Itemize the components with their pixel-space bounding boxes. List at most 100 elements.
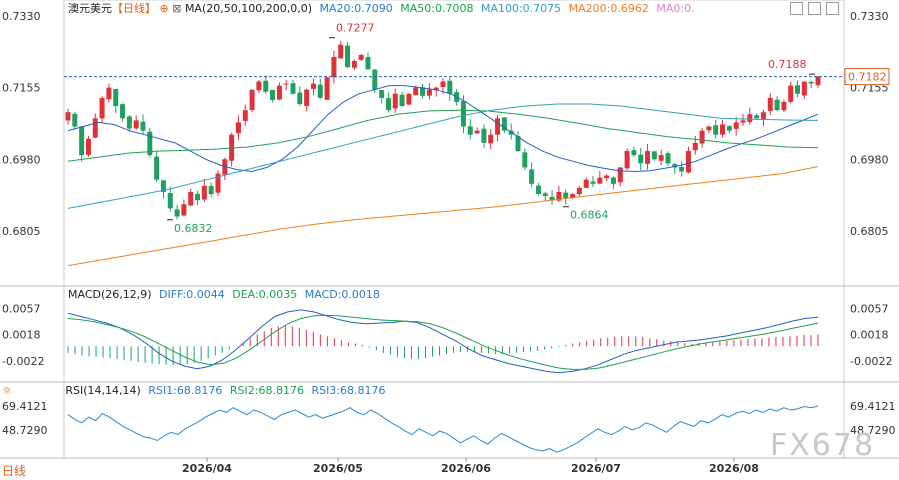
x-tick-label: 2026/08 xyxy=(709,462,759,475)
candle-body xyxy=(501,117,507,131)
candle-body xyxy=(808,81,814,84)
extreme-label: 0.6864 xyxy=(570,209,609,222)
candle-body xyxy=(495,118,501,135)
symbol-name: 澳元美元 xyxy=(68,2,112,15)
candle-body xyxy=(515,136,521,152)
candle-body xyxy=(645,151,651,164)
rsi-y-tick-right: 69.4121 xyxy=(850,400,896,413)
candle-body xyxy=(310,83,316,89)
extreme-label: 0.6832 xyxy=(174,222,213,235)
candle-body xyxy=(406,93,412,105)
rsi2-value: RSI2:68.8176 xyxy=(229,384,304,397)
macd-label: MACD(26,12,9) xyxy=(68,288,152,301)
candle-body xyxy=(801,81,807,96)
candle-body xyxy=(399,94,405,107)
candle-body xyxy=(99,97,105,119)
candle-body xyxy=(304,89,310,106)
main-chart-legend: 澳元美元【日线】 ⊕ ⊠ MA(20,50,100,200,0,0) MA20:… xyxy=(68,2,695,16)
macd-y-tick-left: 0.0057 xyxy=(2,303,41,316)
candle-body xyxy=(345,45,351,68)
macd-y-tick-left: -0.0022 xyxy=(2,355,44,368)
candle-body xyxy=(385,98,391,111)
candle-body xyxy=(188,191,194,206)
candle-body xyxy=(235,122,241,134)
ma-settings-icon[interactable]: ⊠ xyxy=(172,2,182,15)
candle-body xyxy=(426,89,432,96)
y-tick-right: 0.6980 xyxy=(850,153,889,166)
y-tick-right: 0.7330 xyxy=(850,10,889,23)
candle-body xyxy=(815,76,821,86)
candle-body xyxy=(788,85,794,102)
period-label: 【日线】 xyxy=(112,2,156,15)
candle-body xyxy=(570,194,576,198)
candle-body xyxy=(351,61,357,68)
candle-body xyxy=(113,88,119,107)
candle-body xyxy=(685,151,691,173)
rsi-legend: ☼ RSI(14,14,14) RSI1:68.8176 RSI2:68.817… xyxy=(2,384,386,398)
candle-body xyxy=(331,56,337,78)
period-button[interactable]: 日线 xyxy=(2,464,27,478)
y-tick-left: 0.6805 xyxy=(2,225,41,238)
candle-body xyxy=(760,112,766,119)
candle-body xyxy=(447,80,453,94)
y-tick-left: 0.6980 xyxy=(2,153,41,166)
dea-value: DEA:0.0035 xyxy=(232,288,298,301)
candle-body xyxy=(324,77,330,100)
candle-body xyxy=(767,97,773,111)
candle-body xyxy=(658,155,664,161)
candle-body xyxy=(604,175,610,179)
candle-body xyxy=(297,92,303,105)
extreme-label: 0.7188 xyxy=(768,58,807,71)
candle-body xyxy=(440,81,446,87)
rsi-settings-icon[interactable]: ☼ xyxy=(2,384,12,397)
candle-body xyxy=(781,101,787,111)
add-indicator-icon[interactable] xyxy=(790,2,803,15)
candle-body xyxy=(679,166,685,172)
candle-body xyxy=(488,134,494,144)
candle-body xyxy=(467,126,473,135)
candle-body xyxy=(317,84,323,98)
settings-icon[interactable] xyxy=(808,2,821,15)
candle-body xyxy=(140,121,146,131)
macd-line-diff xyxy=(67,309,819,374)
candle-body xyxy=(174,209,180,217)
maximize-icon[interactable] xyxy=(826,2,839,15)
current-price-tag xyxy=(844,68,890,86)
candle-body xyxy=(276,85,282,100)
macd-y-tick-left: 0.0018 xyxy=(2,328,41,341)
candle-body xyxy=(726,126,732,131)
rsi-y-tick-left: 69.4121 xyxy=(2,400,48,413)
candle-body xyxy=(256,81,262,91)
candle-body xyxy=(706,126,712,131)
x-tick-label: 2026/04 xyxy=(182,462,232,475)
candle-body xyxy=(201,185,207,200)
candle-body xyxy=(651,151,657,160)
candle-body xyxy=(379,90,385,98)
candle-body xyxy=(147,131,153,156)
candle-body xyxy=(692,142,698,151)
candle-body xyxy=(167,193,173,209)
candle-body xyxy=(420,87,426,96)
extreme-label: 0.7277 xyxy=(336,22,375,35)
candle-body xyxy=(270,89,276,100)
candle-body xyxy=(624,151,630,169)
ma20-value: MA20:0.7090 xyxy=(319,2,393,15)
candle-body xyxy=(126,116,132,129)
candle-body xyxy=(263,80,269,92)
candle-body xyxy=(154,156,160,180)
rsi-y-tick-right: 48.7290 xyxy=(850,424,896,437)
candle-body xyxy=(372,69,378,90)
candle-body xyxy=(638,154,644,164)
candle-body xyxy=(699,130,705,144)
candle-body xyxy=(242,110,248,121)
x-tick-label: 2026/05 xyxy=(313,462,363,475)
candle-body xyxy=(392,93,398,109)
candle-body xyxy=(181,204,187,216)
macd-line-dea xyxy=(67,314,819,370)
refresh-icon[interactable]: ⊕ xyxy=(159,2,169,15)
rsi-y-tick-left: 48.7290 xyxy=(2,424,48,437)
candle-body xyxy=(290,83,296,94)
ma100-value: MA100:0.7075 xyxy=(480,2,562,15)
candle-body xyxy=(529,169,535,184)
candle-body xyxy=(631,150,637,156)
